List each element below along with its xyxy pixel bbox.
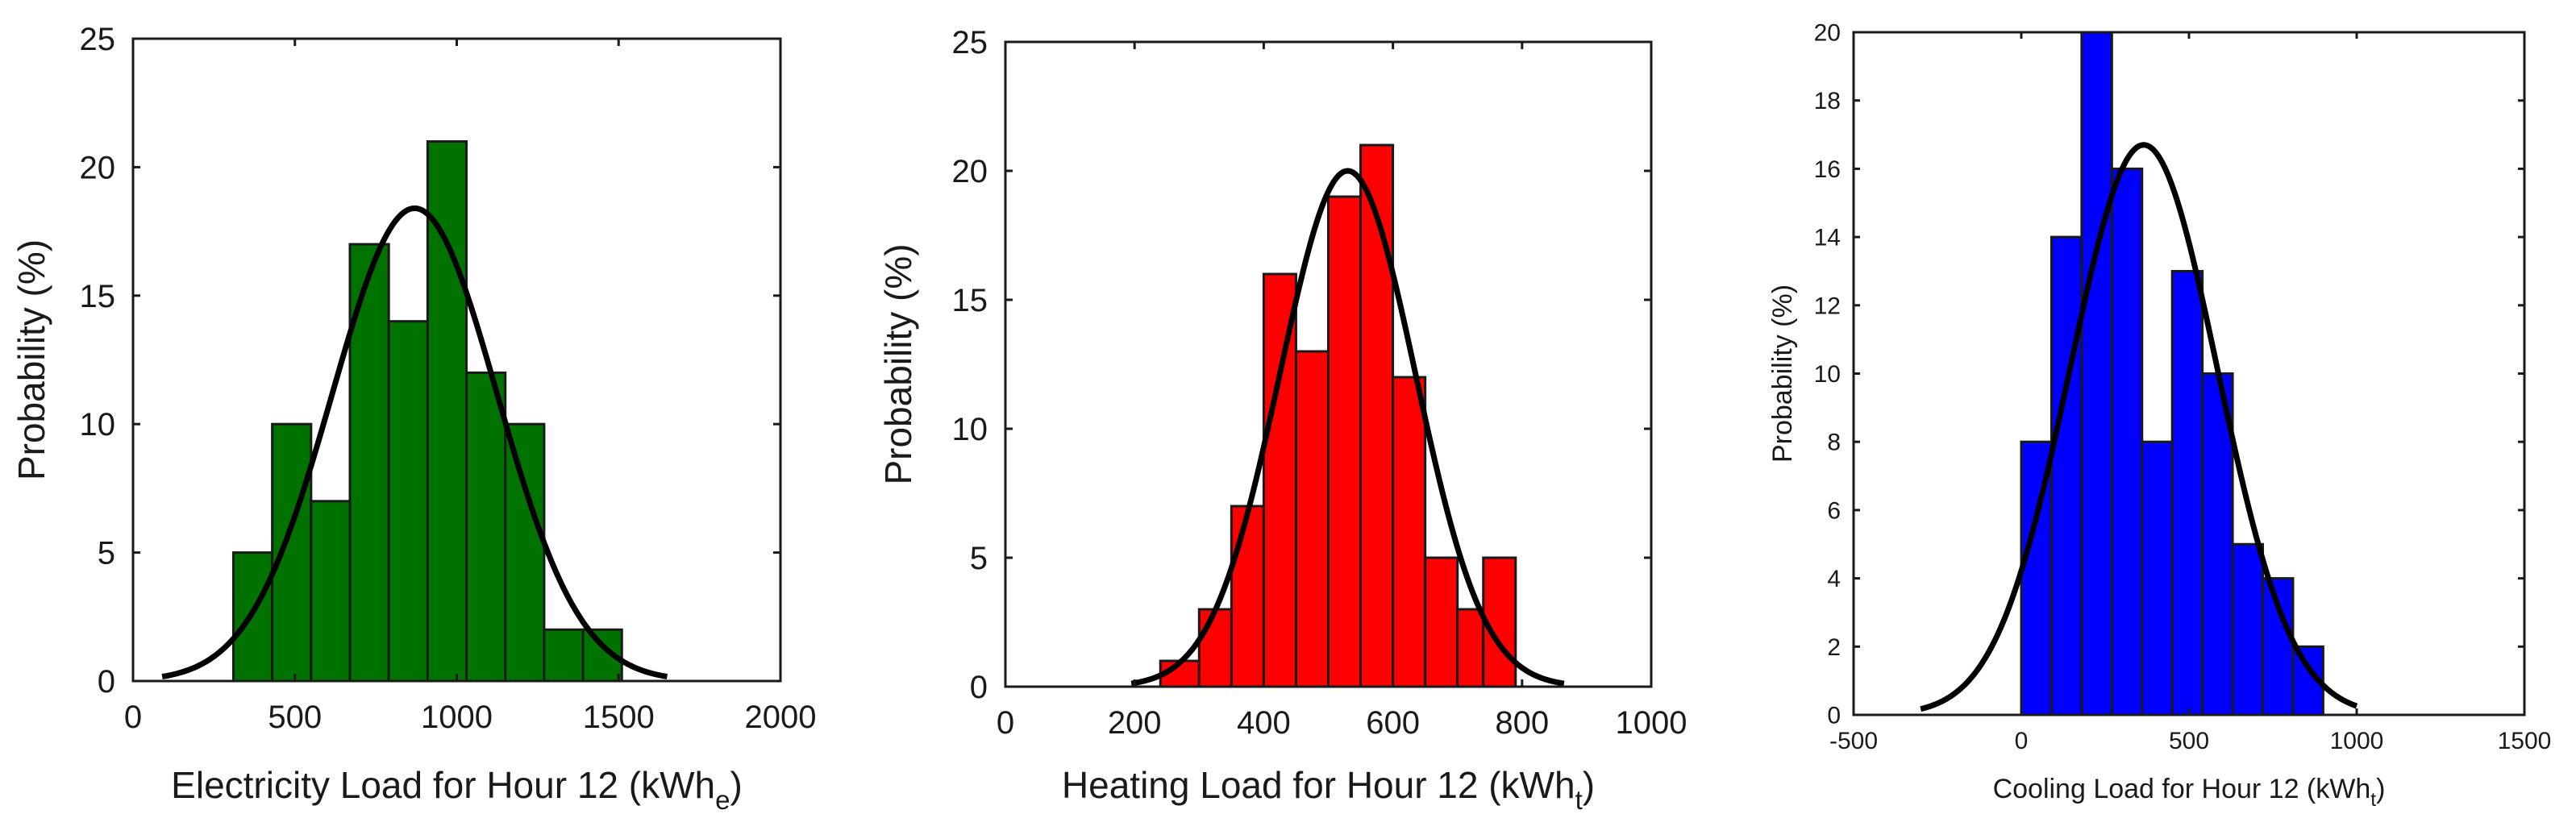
histogram-bar-3 [2080, 31, 2113, 716]
x-tick-label: 1000 [421, 700, 493, 735]
cooling-load-histogram: -500 0 500 1000 150002468101214161820Cooling… [1767, 20, 2551, 812]
histogram-bar-4 [348, 243, 390, 683]
histogram-bar-2 [1197, 608, 1233, 688]
y-tick-label: 0 [970, 670, 988, 705]
x-axis-title: Cooling Load for Hour 12 (kWht) [1993, 774, 2386, 811]
histogram-bar-5 [387, 320, 429, 683]
histogram-bar-6 [426, 140, 468, 683]
histogram-bar-4 [2110, 167, 2144, 716]
x-tick-label: 500 [268, 700, 322, 735]
x-axis-title-main: Electricity Load for Hour 12 (kWh [171, 764, 715, 806]
y-tick-label: 0 [98, 664, 115, 700]
x-tick-label: 1000 [2330, 728, 2384, 754]
y-tick-label: 15 [952, 283, 988, 318]
x-axis-title-suffix: ) [1583, 764, 1595, 806]
x-tick-label: 500 [2169, 728, 2209, 754]
histogram-bar-8 [504, 422, 546, 683]
y-tick-label: 25 [80, 22, 116, 57]
x-axis-title: Electricity Load for Hour 12 (kWhe) [171, 764, 743, 816]
x-tick-label: 600 [1366, 705, 1420, 741]
histogram-bar-5 [2141, 440, 2174, 716]
x-axis-title: Heating Load for Hour 12 (kWht) [1062, 764, 1595, 816]
y-tick-label: 16 [1814, 156, 1841, 183]
histogram-bar-8 [2231, 542, 2265, 716]
x-axis-title-main: Heating Load for Hour 12 (kWh [1062, 764, 1575, 806]
axes-box [1004, 40, 1653, 688]
x-axis-title-main: Cooling Load for Hour 12 (kWh [1993, 774, 2371, 804]
histogram-bar-7 [1359, 143, 1395, 688]
y-tick-label: 5 [98, 536, 115, 571]
y-tick-label: 10 [1814, 361, 1841, 388]
x-tick-label: 400 [1237, 705, 1291, 741]
y-tick-label: 0 [1827, 703, 1841, 729]
histogram-bar-3 [1230, 505, 1265, 688]
y-axis-title: Probability (%) [1767, 285, 1798, 463]
x-axis-title-subscript: t [1575, 786, 1583, 816]
y-tick-label: 2 [1827, 634, 1841, 661]
x-tick-label: 0 [2015, 728, 2029, 754]
histogram-bar-2 [271, 422, 313, 683]
y-tick-label: 4 [1827, 566, 1841, 592]
x-tick-label: 2000 [745, 700, 817, 735]
histogram-bar-8 [1392, 376, 1427, 688]
heating-load-histogram: 0 200 400 600 800 1000 0 5 10 15 20 25 Heating Load … [877, 25, 1687, 816]
normal-fit-curve [1130, 168, 1566, 687]
normal-fit-curve [1919, 142, 2358, 712]
y-tick-label: 10 [80, 407, 116, 442]
y-tick-label: 15 [80, 279, 116, 314]
histogram-bar-9 [1424, 556, 1459, 688]
y-tick-label: 18 [1814, 88, 1841, 114]
histogram-bar-2 [2050, 235, 2083, 716]
y-tick-label: 14 [1814, 225, 1841, 251]
electricity-load-histogram: 0 500 1000 1500 2000 0 5 10 15 20 25 Electricity Lo… [10, 22, 816, 816]
normal-fit-curve [161, 205, 668, 680]
x-tick-label: 1500 [583, 700, 655, 735]
y-tick-label: 20 [80, 150, 116, 185]
y-tick-label: 6 [1827, 497, 1841, 524]
histogram-bar-7 [465, 371, 507, 683]
x-axis-title-subscript: e [715, 786, 730, 816]
histogram-bar-5 [1294, 350, 1330, 688]
x-tick-label: -500 [1829, 728, 1878, 754]
y-tick-label: 20 [1814, 20, 1841, 47]
x-tick-label: 200 [1108, 705, 1162, 741]
x-tick-label: 0 [124, 700, 142, 735]
x-axis-title-suffix: ) [730, 764, 743, 806]
y-tick-label: 25 [952, 25, 988, 60]
histogram-bar-10 [1456, 608, 1485, 688]
x-tick-label: 0 [997, 705, 1014, 741]
x-tick-label: 1000 [1616, 705, 1688, 741]
histogram-bar-6 [2170, 269, 2204, 716]
y-tick-label: 8 [1827, 430, 1841, 456]
x-tick-label: 800 [1495, 705, 1549, 741]
y-tick-label: 10 [952, 412, 988, 447]
x-axis-title-subscript: t [2370, 789, 2376, 811]
y-tick-label: 20 [952, 154, 988, 189]
x-axis-title-suffix: ) [2376, 774, 2385, 804]
y-axis-title: Probability (%) [877, 243, 919, 484]
y-tick-label: 12 [1814, 293, 1841, 319]
x-tick-label: 1500 [2498, 728, 2552, 754]
histogram-bar-9 [543, 628, 585, 683]
histogram-bar-4 [1262, 272, 1297, 688]
y-tick-label: 5 [970, 541, 988, 576]
y-axis-title: Probability (%) [10, 239, 52, 480]
histogram-bar-6 [1327, 195, 1363, 688]
histogram-bar-3 [310, 500, 352, 683]
